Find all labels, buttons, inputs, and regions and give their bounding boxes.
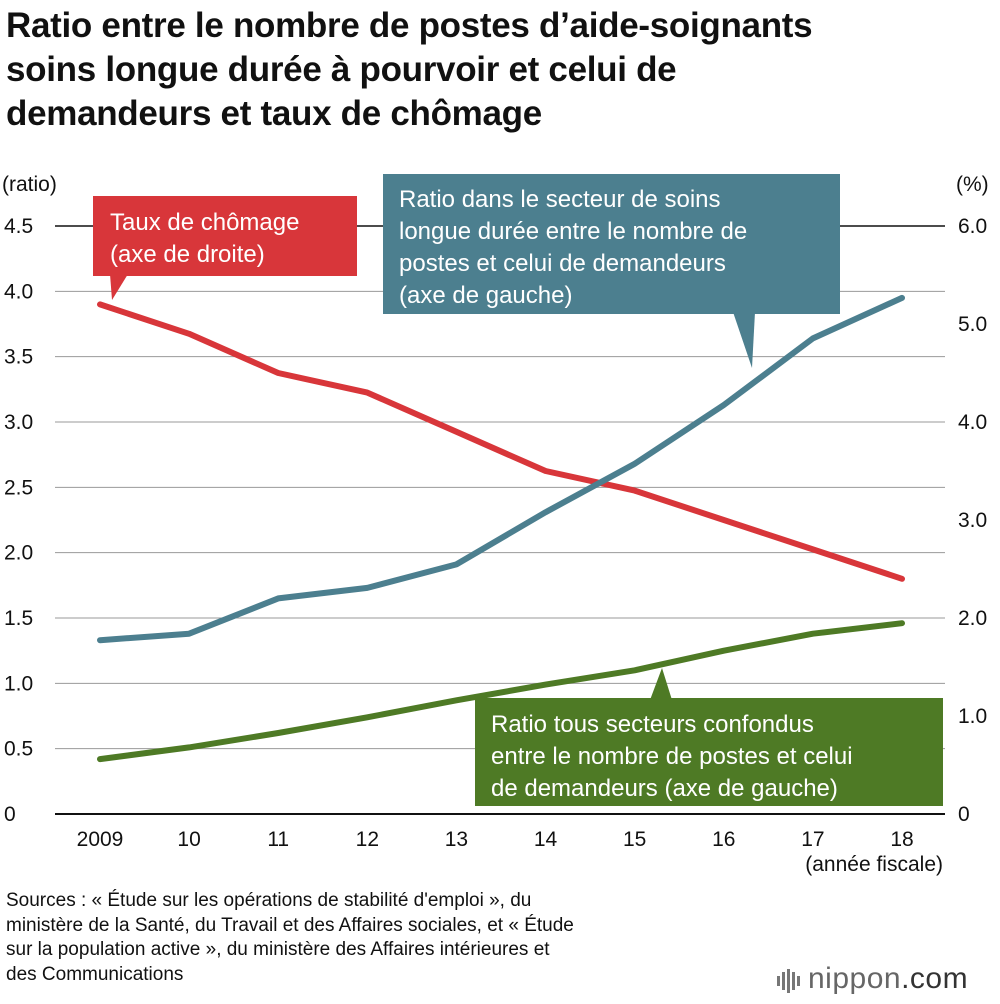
right-tick-label: 5.0: [958, 313, 987, 336]
sources-note: Sources : « Étude sur les opérations de …: [6, 889, 776, 987]
logo-brand: nippon: [808, 962, 902, 995]
title-line: Ratio entre le nombre de postes d’aide-s…: [6, 6, 813, 45]
right-tick-label: 3.0: [958, 509, 987, 532]
all-sectors-callout-text: entre le nombre de postes et celui: [491, 743, 853, 770]
all-sectors-ratio-line: [97, 620, 905, 763]
unemployment-rate-line: [97, 301, 905, 582]
nippon-logo-icon: [777, 969, 800, 994]
x-tick-label: 2009: [77, 828, 124, 851]
title-line: soins longue durée à pourvoir et celui d…: [6, 50, 677, 89]
nippon-logo: nippon.com: [776, 962, 968, 996]
x-tick-label: 14: [534, 828, 558, 851]
chart-title: Ratio entre le nombre de postes d’aide-s…: [6, 4, 996, 136]
left-tick-label: 2.0: [4, 542, 33, 565]
care-sector-callout-text: Ratio dans le secteur de soins: [399, 186, 721, 213]
source-line: ministère de la Santé, du Travail et des…: [6, 914, 574, 936]
left-tick-label: 4.0: [4, 280, 33, 303]
left-tick-label: 0: [4, 803, 16, 826]
x-tick-label: 18: [890, 828, 913, 851]
right-tick-label: 1.0: [958, 705, 987, 728]
care-sector-callout-text: (axe de gauche): [399, 282, 572, 309]
all-sectors-callout-box: [475, 698, 943, 806]
all-sectors-callout-text: de demandeurs (axe de gauche): [491, 775, 838, 802]
left-tick-label: 1.0: [4, 672, 33, 695]
x-tick-label: 10: [177, 828, 200, 851]
right-axis-label: (%): [956, 173, 989, 196]
unemployment-callout-text: (axe de droite): [110, 241, 265, 268]
right-tick-label: 6.0: [958, 215, 987, 238]
right-tick-label: 2.0: [958, 607, 987, 630]
left-tick-label: 3.0: [4, 411, 33, 434]
care-sector-callout-box: [383, 174, 840, 314]
all-sectors-callout-text: Ratio tous secteurs confondus: [491, 711, 814, 738]
x-tick-label: 12: [356, 828, 379, 851]
x-tick-label: 17: [801, 828, 824, 851]
right-tick-label: 4.0: [958, 411, 987, 434]
source-line: Sources : « Étude sur les opérations de …: [6, 890, 532, 911]
care-sector-callout-pointer: [733, 312, 755, 368]
x-axis-unit-label: (année fiscale): [805, 853, 943, 876]
care-sector-callout-text: postes et celui de demandeurs: [399, 250, 726, 277]
right-tick-label: 0: [958, 803, 970, 826]
unemployment-callout-box: [93, 196, 357, 276]
x-tick-label: 16: [712, 828, 735, 851]
logo-suffix: .com: [901, 962, 969, 995]
x-tick-label: 11: [267, 828, 289, 851]
unemployment-callout-pointer: [110, 274, 128, 300]
x-tick-label: 13: [445, 828, 468, 851]
left-tick-label: 0.5: [4, 738, 33, 761]
x-tick-label: 15: [623, 828, 646, 851]
left-tick-label: 2.5: [4, 476, 33, 499]
unemployment-callout-text: Taux de chômage: [110, 209, 299, 236]
source-line: des Communications: [6, 963, 184, 985]
care-sector-callout-text: longue durée entre le nombre de: [399, 218, 747, 245]
left-tick-label: 1.5: [4, 607, 33, 630]
left-axis-label: (ratio): [2, 173, 57, 196]
source-line: sur la population active », du ministère…: [6, 939, 550, 960]
left-tick-label: 3.5: [4, 346, 33, 369]
left-tick-label: 4.5: [4, 215, 33, 238]
all-sectors-callout-pointer: [650, 668, 672, 700]
title-line: demandeurs et taux de chômage: [6, 94, 542, 133]
care-sector-ratio-line: [97, 294, 905, 644]
